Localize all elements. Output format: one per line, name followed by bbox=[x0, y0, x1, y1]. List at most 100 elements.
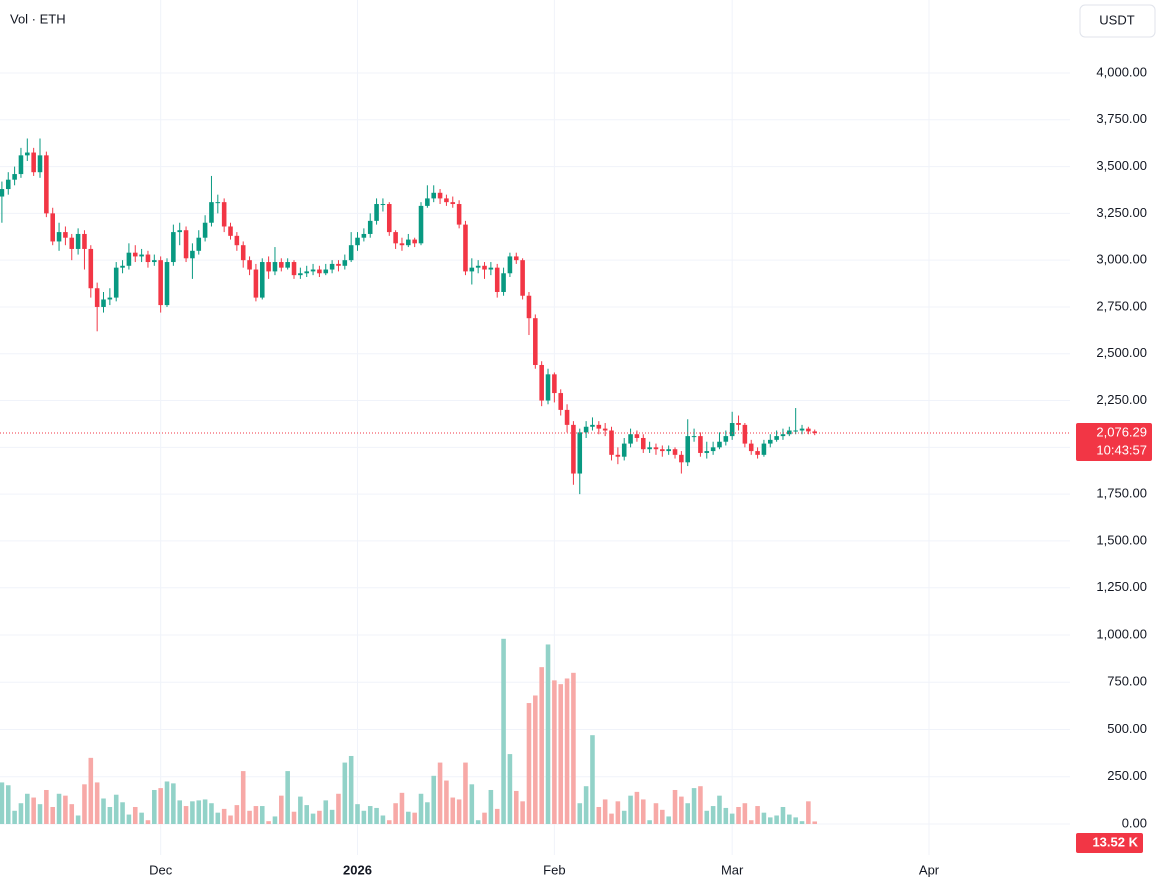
candle-body bbox=[177, 230, 182, 233]
volume-bar bbox=[37, 804, 43, 825]
volume-bar bbox=[742, 803, 748, 825]
candle-body bbox=[221, 202, 227, 227]
volume-bar bbox=[253, 806, 259, 825]
candle-body bbox=[82, 233, 87, 249]
candle-body bbox=[190, 250, 195, 259]
volume-bar bbox=[209, 803, 214, 825]
volume-bar bbox=[361, 810, 367, 825]
y-tick-label: 3,250.00 bbox=[1096, 205, 1147, 220]
currency-button[interactable] bbox=[1079, 4, 1156, 38]
candle-body bbox=[444, 198, 449, 203]
volume-bar bbox=[336, 793, 341, 825]
volume-bar bbox=[298, 796, 303, 825]
volume-bar bbox=[596, 806, 602, 825]
candle-body bbox=[793, 430, 798, 432]
candle-body bbox=[113, 267, 119, 298]
candle-body bbox=[437, 192, 443, 199]
volume-bar bbox=[317, 810, 322, 825]
candle-body bbox=[18, 155, 24, 175]
volume-bar bbox=[120, 802, 125, 825]
volume-bar bbox=[729, 813, 735, 825]
currency[interactable]: USDT bbox=[1099, 12, 1134, 27]
volume-bar bbox=[793, 817, 798, 825]
candle-body bbox=[0, 189, 5, 197]
volume-bar bbox=[552, 680, 557, 825]
volume-bar bbox=[132, 806, 138, 825]
volume-bar bbox=[304, 805, 309, 825]
candle-body bbox=[279, 262, 284, 268]
volume-bar bbox=[704, 810, 710, 825]
candle-body bbox=[361, 233, 367, 238]
volume-bar bbox=[266, 821, 271, 825]
volume-bar bbox=[767, 817, 773, 825]
volume-bar bbox=[386, 820, 392, 825]
candle-body bbox=[799, 428, 805, 431]
candle-body bbox=[501, 273, 506, 292]
candle-body bbox=[399, 243, 405, 246]
candle-body bbox=[672, 449, 678, 455]
candle-body bbox=[298, 273, 303, 276]
volume-bar bbox=[171, 783, 176, 825]
volume-bar bbox=[653, 803, 659, 825]
volume-bar bbox=[437, 762, 443, 825]
candle-body bbox=[463, 224, 468, 272]
candle-body bbox=[425, 198, 430, 206]
volume-bar bbox=[685, 803, 691, 825]
y2-tick-label: 750.00 bbox=[1107, 674, 1147, 689]
candle-body bbox=[342, 260, 348, 266]
candle-body bbox=[132, 252, 138, 257]
candle-body bbox=[196, 237, 202, 251]
candle-body bbox=[139, 254, 144, 257]
volume-bar bbox=[787, 814, 792, 825]
candle-body bbox=[590, 424, 595, 427]
volume-bar bbox=[571, 672, 576, 825]
volume-bar bbox=[577, 803, 583, 825]
volume-bar bbox=[196, 800, 202, 825]
volume-bar bbox=[660, 809, 665, 825]
candle-body bbox=[774, 436, 779, 440]
volume-bar bbox=[240, 771, 246, 825]
countdown: 10:43:57 bbox=[1096, 442, 1147, 457]
candle-body bbox=[488, 267, 494, 270]
volume-bar bbox=[183, 806, 189, 825]
volume-pane bbox=[0, 638, 818, 825]
candle-body bbox=[107, 297, 113, 300]
volume-bar bbox=[5, 785, 11, 825]
candle-body bbox=[329, 263, 335, 270]
volume-bar bbox=[755, 806, 760, 825]
candle-body bbox=[729, 423, 735, 437]
volume-bar bbox=[101, 798, 106, 825]
candle-body bbox=[5, 179, 11, 190]
volume-bar bbox=[640, 799, 646, 825]
candle-body bbox=[653, 447, 659, 450]
volume-bar bbox=[717, 795, 722, 825]
volume-bar bbox=[736, 806, 741, 825]
x-tick-label: Mar bbox=[721, 862, 744, 877]
volume-bar bbox=[323, 800, 329, 825]
volume-bar bbox=[285, 771, 290, 825]
x-tick-label: Feb bbox=[543, 862, 565, 877]
candle-body bbox=[723, 436, 729, 442]
volume-bar bbox=[482, 812, 487, 825]
candle-body bbox=[475, 265, 481, 268]
candle-body bbox=[552, 374, 557, 394]
volume-bar bbox=[158, 788, 163, 825]
volume-bar bbox=[628, 795, 633, 825]
volume-bar bbox=[672, 789, 678, 825]
volume-bar bbox=[418, 793, 424, 825]
y2-tick-label: 1,000.00 bbox=[1096, 626, 1147, 641]
candle-body bbox=[583, 426, 589, 433]
volume-bar bbox=[780, 806, 786, 825]
candle-body bbox=[63, 232, 68, 238]
volume-bar bbox=[507, 754, 513, 825]
candle-body bbox=[780, 434, 786, 437]
candle-body bbox=[577, 432, 583, 474]
candle-body bbox=[209, 202, 214, 223]
last-price-box bbox=[1076, 423, 1152, 462]
candle-body bbox=[101, 299, 106, 307]
last-price-label: 2,076.29 bbox=[1096, 424, 1147, 439]
volume-bar bbox=[177, 800, 182, 825]
candle-body bbox=[75, 233, 81, 249]
candle-body bbox=[386, 204, 392, 233]
volume-bar bbox=[94, 782, 100, 825]
